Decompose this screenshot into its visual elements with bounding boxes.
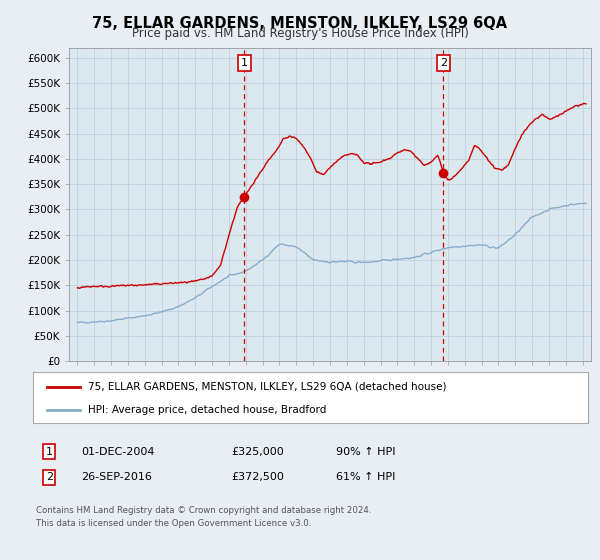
Text: 2: 2 bbox=[46, 472, 53, 482]
Text: 75, ELLAR GARDENS, MENSTON, ILKLEY, LS29 6QA: 75, ELLAR GARDENS, MENSTON, ILKLEY, LS29… bbox=[92, 16, 508, 31]
Text: £372,500: £372,500 bbox=[231, 472, 284, 482]
Text: 26-SEP-2016: 26-SEP-2016 bbox=[81, 472, 152, 482]
Text: 01-DEC-2004: 01-DEC-2004 bbox=[81, 447, 155, 457]
Text: This data is licensed under the Open Government Licence v3.0.: This data is licensed under the Open Gov… bbox=[36, 519, 311, 528]
Text: Price paid vs. HM Land Registry's House Price Index (HPI): Price paid vs. HM Land Registry's House … bbox=[131, 27, 469, 40]
Text: HPI: Average price, detached house, Bradford: HPI: Average price, detached house, Brad… bbox=[89, 405, 327, 415]
Text: 90% ↑ HPI: 90% ↑ HPI bbox=[336, 447, 395, 457]
Text: 75, ELLAR GARDENS, MENSTON, ILKLEY, LS29 6QA (detached house): 75, ELLAR GARDENS, MENSTON, ILKLEY, LS29… bbox=[89, 381, 447, 391]
Text: 61% ↑ HPI: 61% ↑ HPI bbox=[336, 472, 395, 482]
Text: Contains HM Land Registry data © Crown copyright and database right 2024.: Contains HM Land Registry data © Crown c… bbox=[36, 506, 371, 515]
Text: 1: 1 bbox=[46, 447, 53, 457]
Text: £325,000: £325,000 bbox=[231, 447, 284, 457]
Text: 2: 2 bbox=[440, 58, 447, 68]
Text: 1: 1 bbox=[241, 58, 248, 68]
